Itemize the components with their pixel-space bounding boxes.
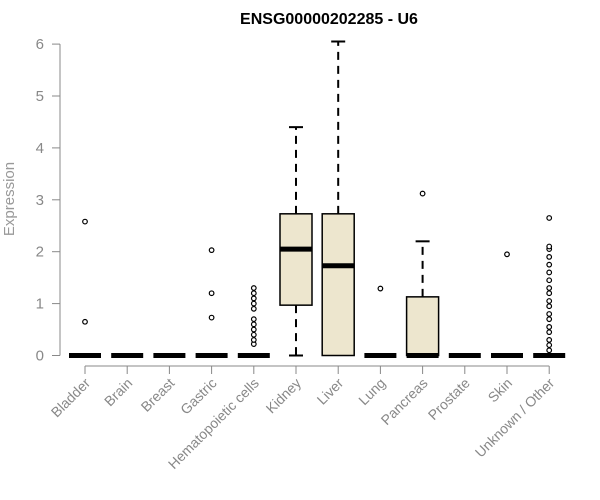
outlier-point <box>250 337 257 343</box>
outlier-point <box>82 218 88 225</box>
outlier-point <box>546 298 553 304</box>
box-skin <box>491 251 523 358</box>
outlier-point <box>546 342 553 349</box>
outlier-point <box>419 190 426 197</box>
boxes <box>69 40 566 358</box>
outlier-point <box>546 277 553 284</box>
outlier-point <box>546 337 553 343</box>
box-bladder <box>69 218 101 358</box>
outlier-point <box>546 311 553 317</box>
outlier-point <box>208 314 215 321</box>
outlier-point <box>546 303 553 310</box>
outlier-point <box>250 321 257 328</box>
box-body <box>279 213 313 306</box>
outlier-point <box>546 290 553 297</box>
outlier-point <box>208 247 215 254</box>
outlier-point <box>546 329 553 336</box>
x-tick-label: Brain <box>101 375 135 409</box>
outlier-point <box>546 261 553 268</box>
box-kidney <box>279 126 313 357</box>
outlier-point <box>546 347 553 354</box>
outlier-point <box>546 215 553 221</box>
outlier-point <box>546 253 553 260</box>
outlier-point <box>377 285 384 292</box>
x-tick-label: Unknown / Other <box>472 375 558 461</box>
x-tick-label: Liver <box>314 375 347 408</box>
outlier-point <box>250 331 257 338</box>
y-tick-label: 0 <box>36 348 44 365</box>
outlier-point <box>250 316 257 323</box>
box-body <box>405 296 440 357</box>
outlier-point <box>250 300 257 307</box>
outlier-point <box>546 324 553 330</box>
outlier-point <box>82 318 88 325</box>
y-tick-label: 4 <box>36 140 44 157</box>
axes: 0 1 2 3 4 5 6 <box>36 36 550 374</box>
box-gastric <box>195 247 228 358</box>
box-lung <box>364 285 397 358</box>
x-tick-label: Pancreas <box>378 375 431 428</box>
outlier-point <box>250 285 257 291</box>
x-tick-label: Lung <box>355 375 388 408</box>
box-hematopoietic-cells <box>237 285 270 358</box>
y-tick-label: 5 <box>36 88 44 105</box>
x-tick-label: Skin <box>485 375 516 406</box>
y-tick-label: 6 <box>36 36 44 53</box>
y-tick-label: 2 <box>36 244 44 261</box>
x-tick-label: Prostate <box>425 375 473 423</box>
outlier-point <box>504 251 510 258</box>
outlier-point <box>250 326 257 333</box>
outlier-point <box>546 285 553 291</box>
y-tick-label: 1 <box>36 296 44 313</box>
chart-title: ENSG00000202285 - U6 <box>240 11 418 28</box>
box-pancreas <box>405 190 440 358</box>
outlier-point <box>546 243 553 250</box>
x-tick-label: Breast <box>138 375 178 415</box>
box-body <box>321 213 355 357</box>
x-tick-label: Kidney <box>263 375 305 417</box>
box-liver <box>321 40 355 357</box>
outlier-point <box>546 316 553 323</box>
x-tick-label: Bladder <box>48 375 94 421</box>
outlier-point <box>250 290 257 297</box>
outlier-point <box>546 269 553 276</box>
box-unknown-other <box>533 215 566 358</box>
outlier-point <box>250 305 257 312</box>
outlier-point <box>208 290 215 297</box>
y-tick-label: 3 <box>36 192 44 209</box>
y-axis-label: Expression <box>1 162 18 236</box>
outlier-point <box>250 295 257 302</box>
